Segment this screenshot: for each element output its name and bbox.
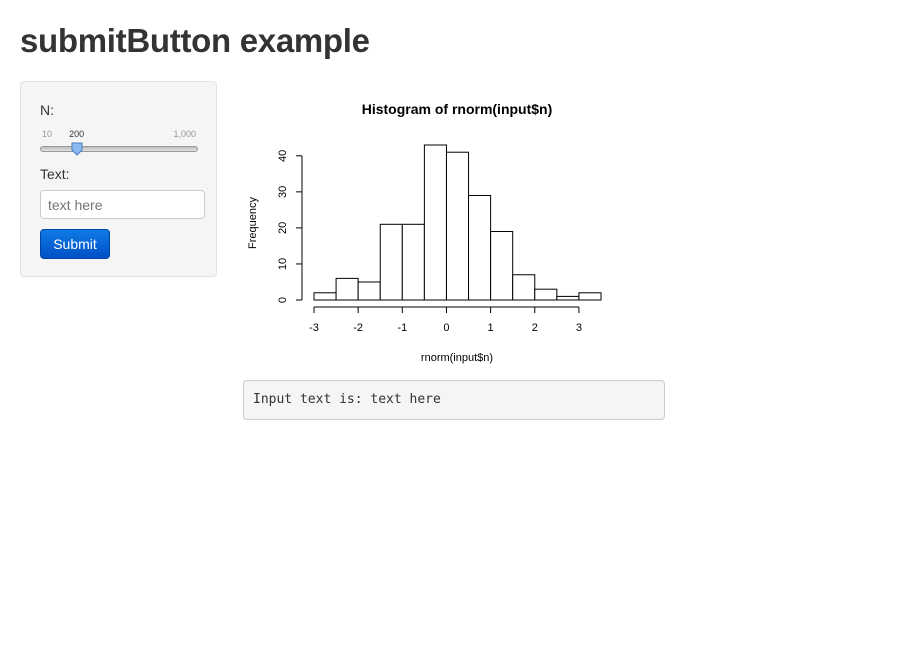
histogram-bar [313,292,337,301]
histogram-bar [445,151,470,301]
histogram-bar [512,274,536,301]
x-tick-label: -2 [353,322,363,334]
x-tick-label: 3 [576,322,582,334]
n-slider-handle[interactable] [71,142,83,156]
histogram-bar [423,144,447,301]
y-tick-label: 30 [277,186,289,198]
x-tick-label: -1 [397,322,407,334]
page-title: submitButton example [20,22,370,59]
histogram-chart: Histogram of rnorm(input$n) -3 -2 -1 0 1 2 3 rno… [247,101,602,364]
x-tick-label: 1 [488,322,494,334]
histogram-bar [534,288,558,301]
histogram-bar [401,223,425,301]
y-axis-label: Frequency [247,197,259,249]
y-tick-label: 40 [277,150,289,162]
histogram-bar [490,231,514,301]
n-slider-track[interactable] [40,146,198,152]
text-output: Input text is: text here [243,380,665,420]
chart-title: Histogram of rnorm(input$n) [362,101,553,117]
histogram-bar [357,281,381,301]
y-tick-label: 0 [277,297,289,303]
x-axis-label: rnorm(input$n) [421,352,493,364]
n-label: N: [40,102,54,118]
slider-max-label: 1,000 [173,129,196,139]
slider-value-label: 200 [69,129,85,139]
histogram-bar [379,223,403,301]
x-tick-label: 0 [443,322,449,334]
x-tick-label: -3 [309,322,319,334]
histogram-bar [335,277,359,301]
slider-handle-icon [71,142,83,156]
text-input[interactable] [40,190,205,219]
slider-min-label: 10 [42,129,53,139]
text-label: Text: [40,166,70,182]
submit-button[interactable]: Submit [40,229,110,259]
x-tick-label: 2 [532,322,538,334]
histogram-bar [556,295,580,301]
y-tick-label: 20 [277,222,289,234]
histogram-bar [468,194,492,301]
sidebar-panel: N: 10 200 1,000 Text: Submit [20,81,217,277]
histogram-bar [578,292,602,301]
y-tick-label: 10 [277,258,289,270]
